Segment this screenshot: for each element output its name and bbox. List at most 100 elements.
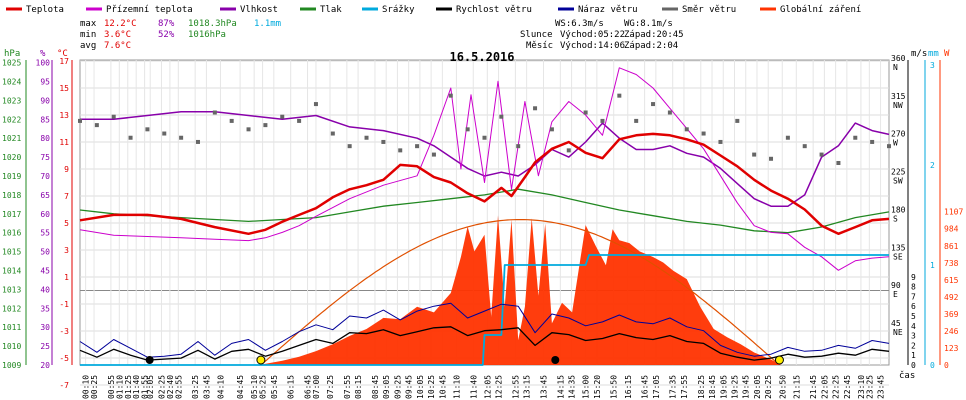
hpa-tick-label: 1023 xyxy=(2,96,21,105)
pct-tick-label: 60 xyxy=(40,210,50,219)
mm-tick-label: 1 xyxy=(930,261,935,270)
x-tick-label: 20:25 xyxy=(764,375,773,399)
pct-tick-label: 50 xyxy=(40,248,50,257)
x-tick-label: 10:05 xyxy=(416,375,425,399)
wind-direction-point xyxy=(752,152,757,157)
x-tick-label: 12:25 xyxy=(495,375,504,399)
series-ground-temp xyxy=(79,67,890,271)
wind-ws: WS:6.3m/s xyxy=(555,19,604,29)
x-tick-label: 19:05 xyxy=(719,375,728,399)
x-tick-label: 10:45 xyxy=(438,375,447,399)
x-tick-label: 05:25 xyxy=(259,375,268,399)
wind-direction-point xyxy=(549,127,554,132)
x-tick-label: 06:45 xyxy=(304,375,313,399)
mm-tick-label: 2 xyxy=(930,161,935,170)
wind-direction-point xyxy=(887,144,891,149)
x-tick-label: 00:10 xyxy=(82,375,91,399)
pct-tick-label: 90 xyxy=(40,96,50,105)
series-humidity xyxy=(80,110,890,207)
wm2-tick-label: 984 xyxy=(944,225,959,234)
series-rain xyxy=(80,254,889,366)
x-tick-label: 23:25 xyxy=(865,375,874,399)
wind-direction-point xyxy=(195,139,200,144)
dir-tick-name: S xyxy=(893,214,898,223)
x-tick-label: 14:35 xyxy=(568,375,577,399)
x-tick-label: 13:15 xyxy=(523,375,532,399)
degc-tick-label: 13 xyxy=(59,111,69,120)
x-tick-label: 15:20 xyxy=(593,375,602,399)
wind-direction-point xyxy=(667,110,672,115)
wind-direction-point xyxy=(802,144,807,149)
ms-tick-label: 7 xyxy=(911,292,916,301)
ms-tick-label: 2 xyxy=(911,341,916,350)
x-tick-label: 22:05 xyxy=(820,375,829,399)
dir-axis-unit: m/s xyxy=(911,49,927,59)
x-tick-label: 08:45 xyxy=(371,375,380,399)
x-tick-label: 21:15 xyxy=(792,375,801,399)
x-tick-label: 23:10 xyxy=(857,375,866,399)
wind-direction-points xyxy=(78,93,891,365)
degc-axis-unit: °C xyxy=(57,49,68,59)
wind-direction-point xyxy=(145,127,150,132)
hpa-tick-label: 1025 xyxy=(2,59,21,68)
x-tick-label: 13:45 xyxy=(539,375,548,399)
pct-tick-label: 75 xyxy=(40,153,50,162)
x-tick-label: 01:55 xyxy=(141,375,150,399)
x-unit-label: čas xyxy=(899,370,915,381)
hpa-tick-label: 1010 xyxy=(2,342,21,351)
x-tick-label: 14:15 xyxy=(556,375,565,399)
series-lines xyxy=(79,67,890,366)
pct-tick-label: 95 xyxy=(40,78,50,87)
legend-label: Směr větru xyxy=(682,5,736,15)
wind-direction-point xyxy=(229,118,234,123)
legend-label: Teplota xyxy=(26,5,64,15)
wind-direction-point xyxy=(465,127,470,132)
wm2-tick-label: 615 xyxy=(944,276,959,285)
dir-tick-name: SW xyxy=(893,177,903,186)
pct-tick-label: 40 xyxy=(40,285,50,294)
x-tick-label: 12:05 xyxy=(483,375,492,399)
wind-direction-point xyxy=(870,139,875,144)
ms-tick-label: 3 xyxy=(911,332,916,341)
legend-label: Srážky xyxy=(382,5,415,15)
wind-direction-point xyxy=(415,144,420,149)
wind-direction-point xyxy=(78,118,82,123)
x-tick-label: 15:00 xyxy=(582,375,591,399)
moon-set: Západ:2:04 xyxy=(624,41,678,51)
wind-direction-point xyxy=(381,139,386,144)
wm2-tick-label: 123 xyxy=(944,344,959,353)
wind-direction-point xyxy=(718,139,723,144)
stat-label: avg xyxy=(80,41,96,51)
x-tick-label: 01:25 xyxy=(124,375,133,399)
ms-tick-label: 4 xyxy=(911,322,916,331)
wind-direction-point xyxy=(819,152,824,157)
dir-tick-deg: 135 xyxy=(891,243,906,252)
stat-press: 1018.3hPa xyxy=(188,19,237,29)
pct-tick-label: 30 xyxy=(40,323,50,332)
x-tick-label: 22:45 xyxy=(843,375,852,399)
series-wind-gust xyxy=(79,302,890,358)
x-tick-label: 02:05 xyxy=(146,375,155,399)
x-tick-label: 09:25 xyxy=(393,375,402,399)
radiation-theoretical-curve xyxy=(260,219,778,366)
pct-tick-label: 80 xyxy=(40,134,50,143)
x-tick-label: 06:15 xyxy=(287,375,296,399)
wind-direction-point xyxy=(482,135,487,140)
ms-tick-label: 0 xyxy=(911,361,916,370)
x-tick-label: 17:35 xyxy=(669,375,678,399)
x-tick-label: 15:50 xyxy=(610,375,619,399)
x-tick-label: 03:25 xyxy=(191,375,200,399)
axes: 00:10 00:25 00:55 01:10 01:25 01:40 01:5502:05… xyxy=(2,49,963,399)
wm2-tick-label: 0 xyxy=(944,361,949,370)
hpa-tick-label: 1012 xyxy=(2,304,21,313)
x-tick-label: 03:45 xyxy=(202,375,211,399)
x-tick-label: 07:55 xyxy=(343,375,352,399)
stat-temp: 12.2°C xyxy=(104,19,137,29)
hpa-tick-label: 1024 xyxy=(2,78,21,87)
mm-axis-unit: mm xyxy=(928,49,939,59)
wind-direction-point xyxy=(853,135,858,140)
dir-tick-name: E xyxy=(893,290,898,299)
mm-tick-label: 3 xyxy=(930,61,935,70)
stat-label: max xyxy=(80,19,97,29)
